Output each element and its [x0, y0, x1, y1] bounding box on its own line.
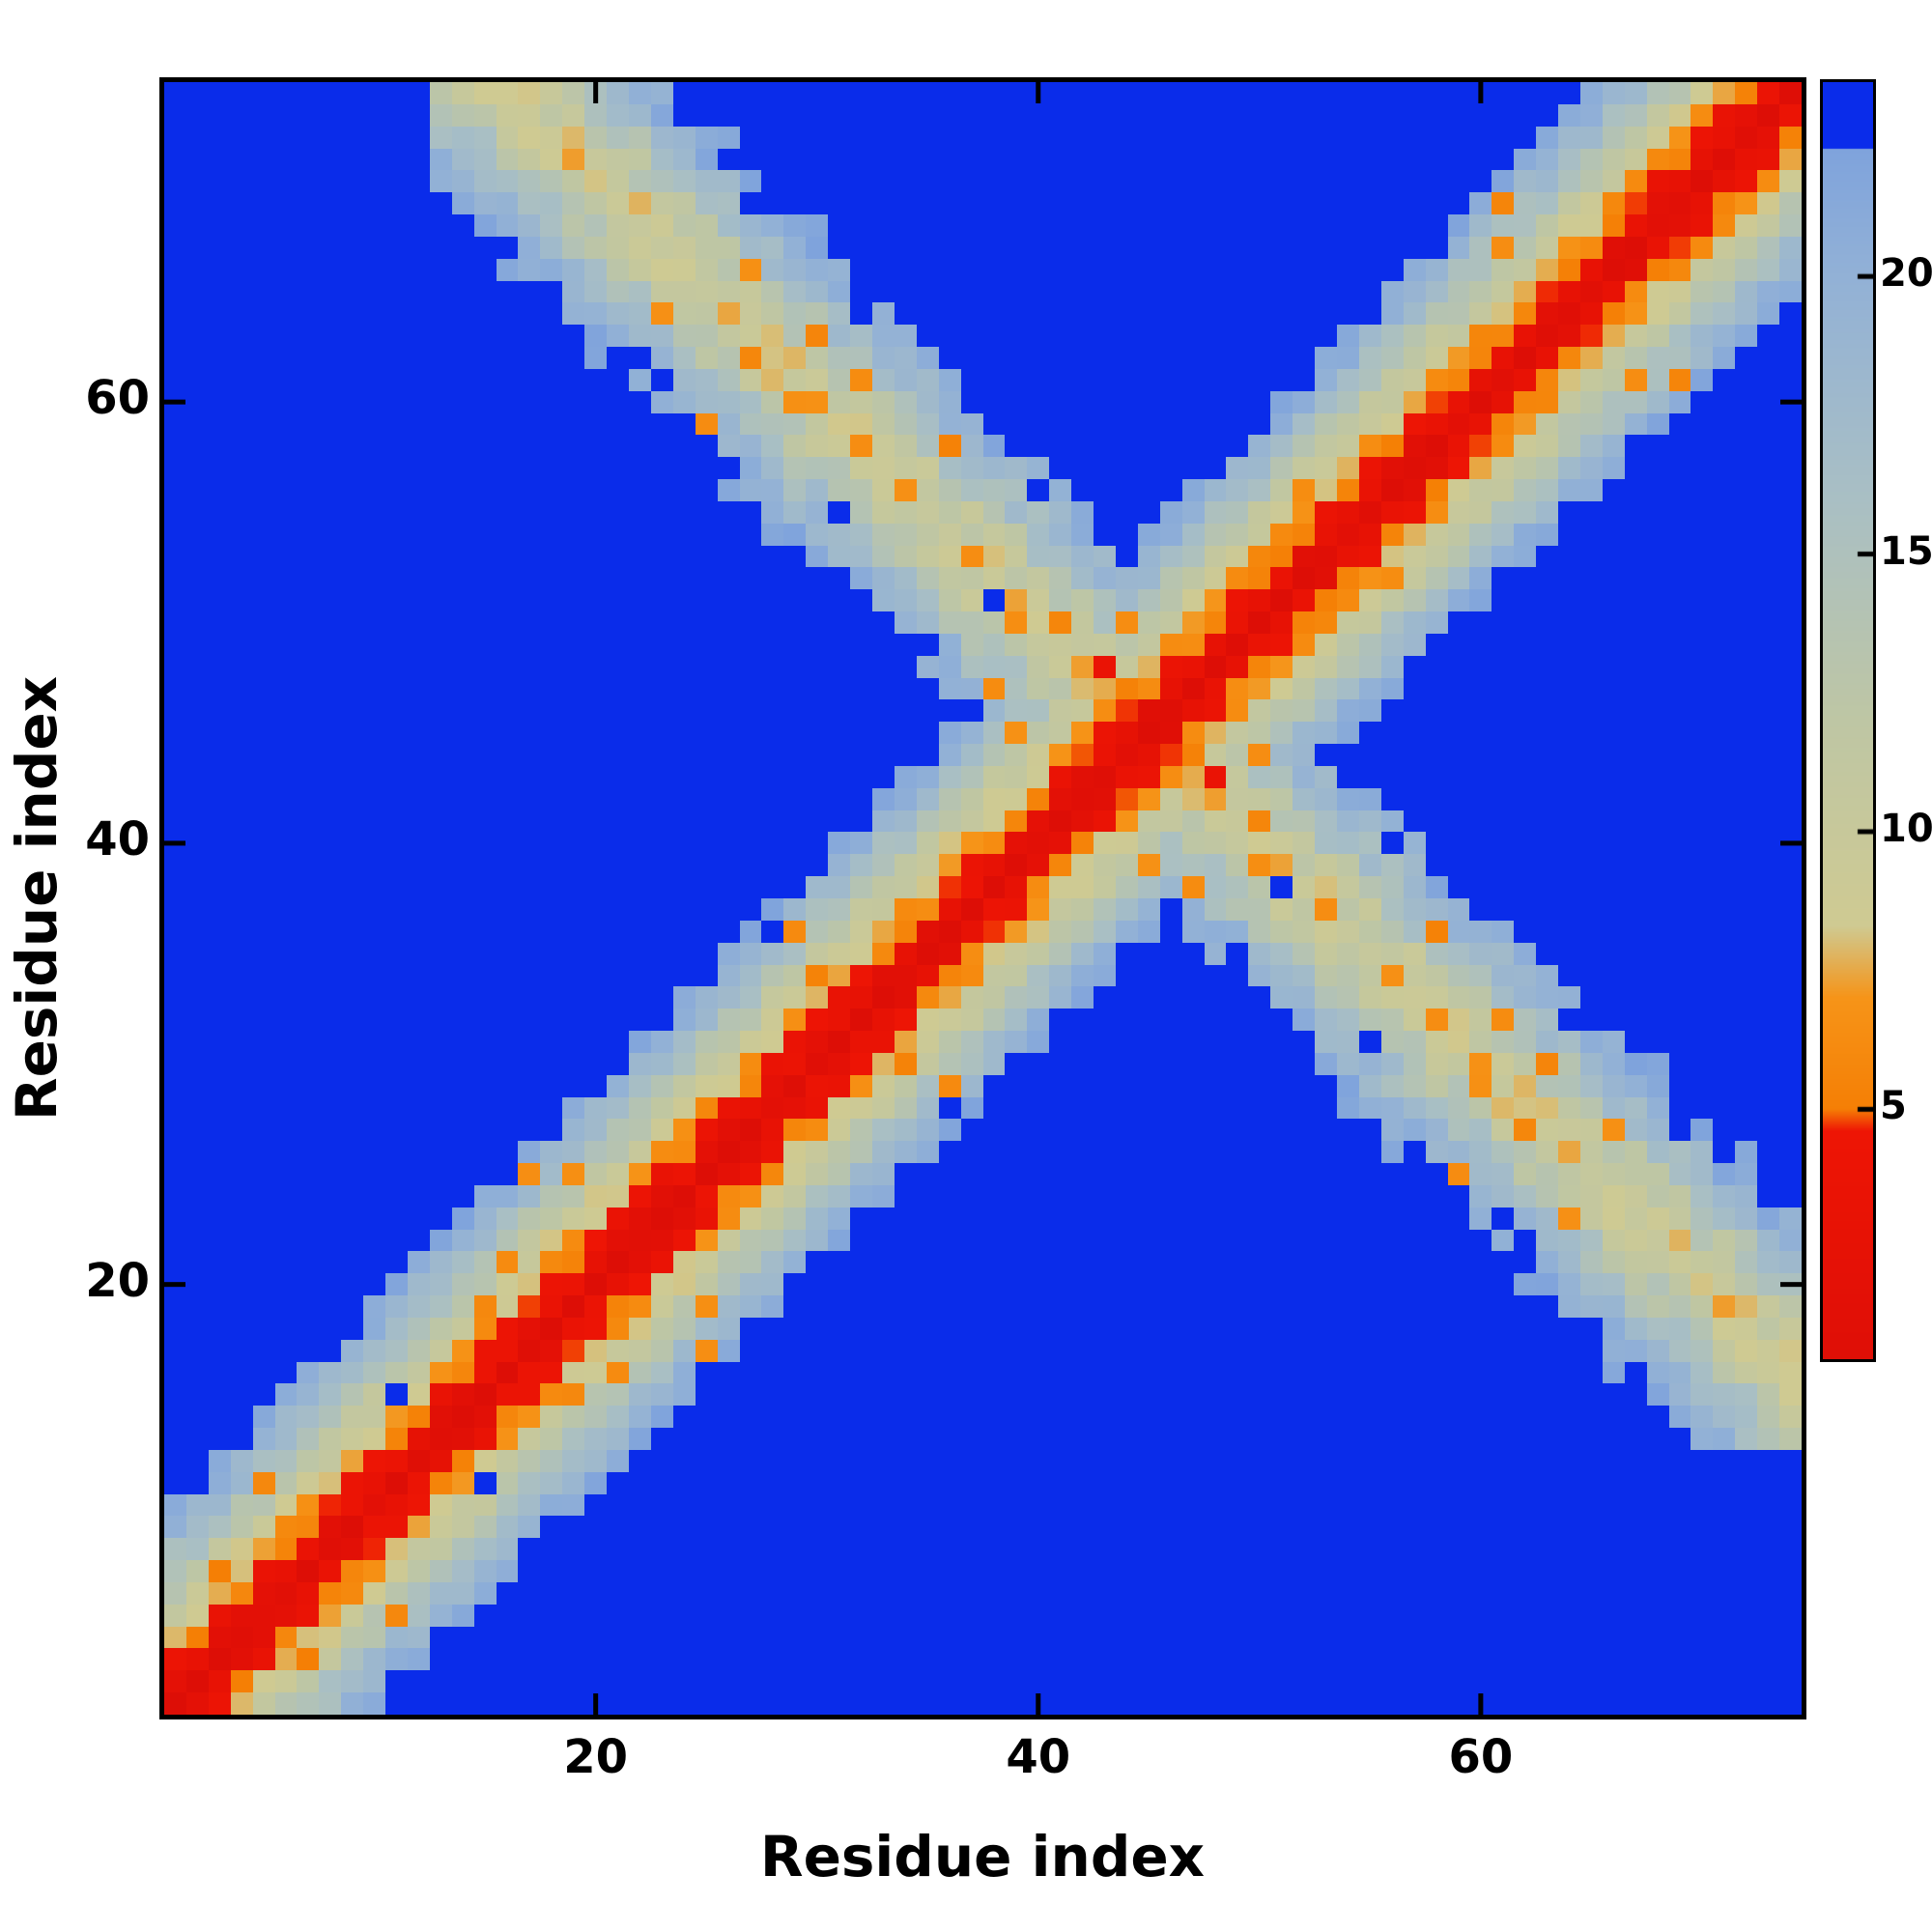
y-axis-title: Residue index: [4, 675, 70, 1122]
y-tick-label: 60: [85, 371, 150, 426]
colorbar-tick-label: 15: [1880, 528, 1932, 574]
colorbar-tick-label: 10: [1880, 806, 1932, 851]
colorbar-frame: [1820, 79, 1876, 1362]
y-tick-label: 20: [85, 1253, 150, 1308]
x-tick-label: 60: [1448, 1730, 1514, 1784]
x-tick-label: 40: [1006, 1730, 1071, 1784]
x-axis-title: Residue index: [759, 1824, 1206, 1889]
y-tick-label: 40: [85, 811, 150, 867]
heatmap-frame: [159, 77, 1806, 1719]
colorbar-tick-label: 5: [1880, 1084, 1907, 1129]
heatmap-canvas: [164, 82, 1802, 1715]
x-tick-label: 20: [563, 1730, 629, 1784]
colorbar-canvas: [1823, 82, 1873, 1359]
colorbar-tick-label: 20: [1880, 251, 1932, 297]
